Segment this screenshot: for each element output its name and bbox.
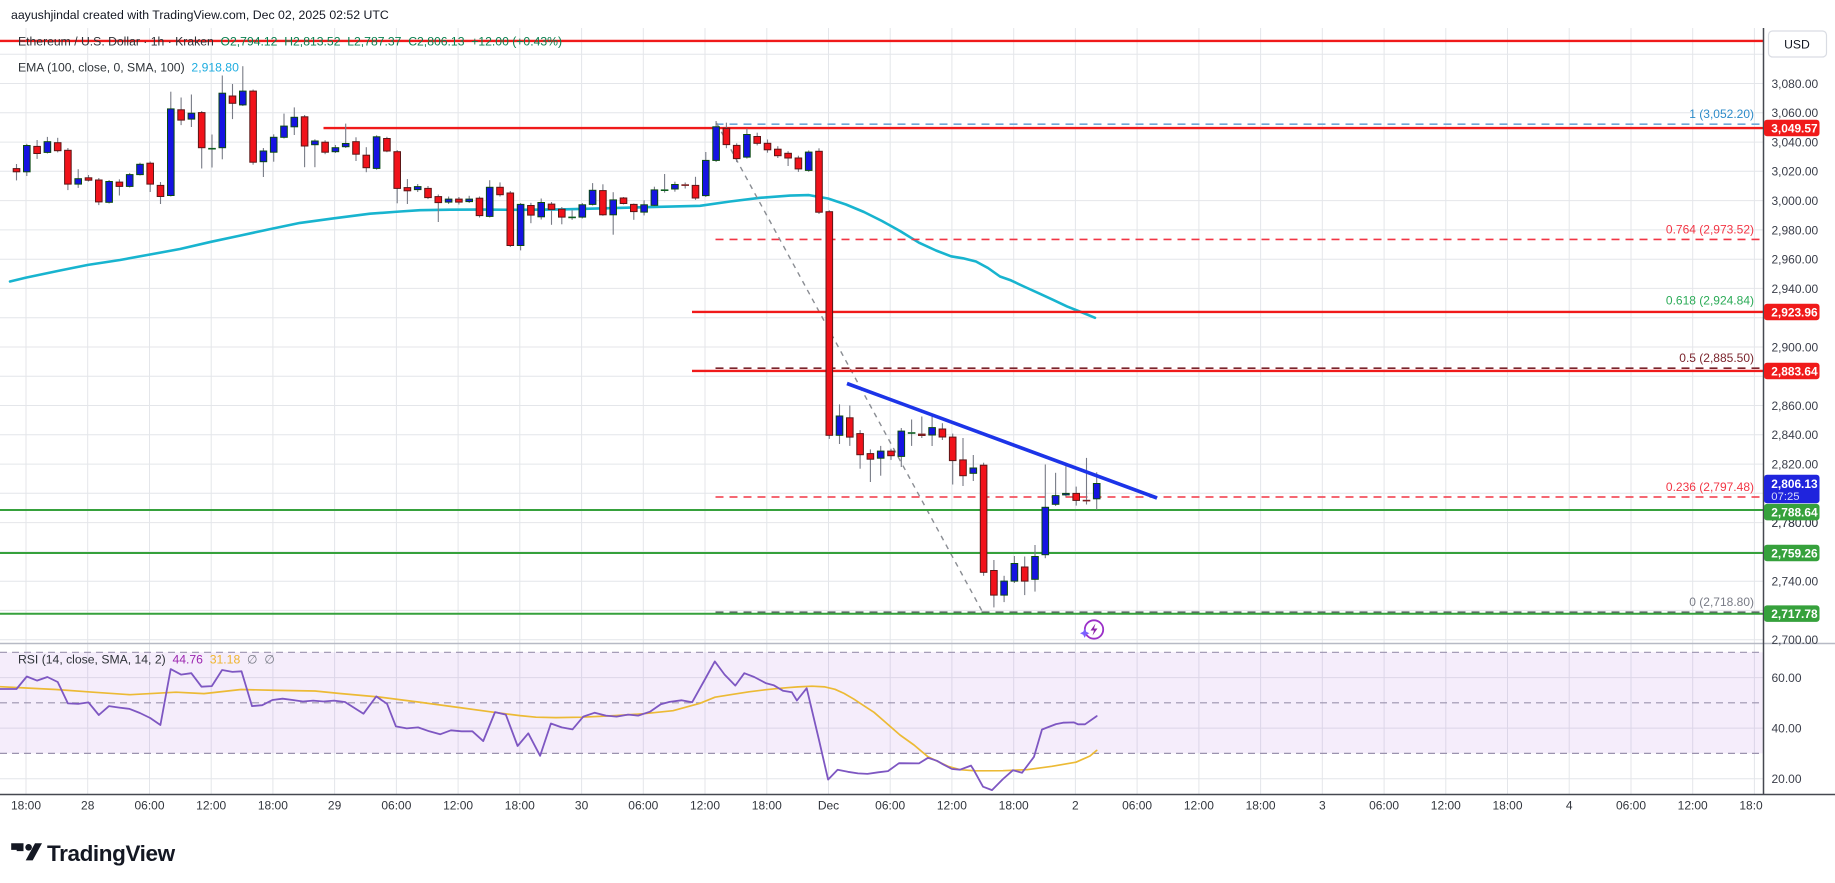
- svg-text:2,740.00: 2,740.00: [1772, 575, 1819, 589]
- svg-text:0.236 (2,797.48): 0.236 (2,797.48): [1666, 480, 1754, 494]
- svg-text:2,980.00: 2,980.00: [1772, 223, 1819, 237]
- svg-text:TradingView: TradingView: [47, 841, 176, 866]
- svg-text:2,717.78: 2,717.78: [1771, 607, 1818, 621]
- svg-text:0.5 (2,885.50): 0.5 (2,885.50): [1679, 351, 1754, 365]
- svg-text:12:00: 12:00: [690, 799, 720, 813]
- svg-text:18:00: 18:00: [1739, 799, 1769, 813]
- svg-text:2,806.13: 2,806.13: [1771, 477, 1818, 491]
- svg-text:06:00: 06:00: [1369, 799, 1399, 813]
- svg-text:3: 3: [1319, 799, 1326, 813]
- svg-text:29: 29: [328, 799, 342, 813]
- svg-text:30: 30: [575, 799, 589, 813]
- svg-text:18:00: 18:00: [1492, 799, 1522, 813]
- svg-text:2,940.00: 2,940.00: [1772, 282, 1819, 296]
- svg-text:18:00: 18:00: [258, 799, 288, 813]
- svg-text:0.618 (2,924.84): 0.618 (2,924.84): [1666, 294, 1754, 308]
- svg-text:1 (3,052.20): 1 (3,052.20): [1689, 107, 1754, 121]
- svg-text:2,788.64: 2,788.64: [1771, 506, 1818, 520]
- svg-text:20.00: 20.00: [1772, 772, 1802, 786]
- svg-text:18:00: 18:00: [11, 799, 41, 813]
- svg-text:3,060.00: 3,060.00: [1772, 106, 1819, 120]
- svg-text:3,080.00: 3,080.00: [1772, 77, 1819, 91]
- svg-text:06:00: 06:00: [1616, 799, 1646, 813]
- svg-text:18:00: 18:00: [999, 799, 1029, 813]
- svg-text:2,820.00: 2,820.00: [1772, 458, 1819, 472]
- svg-text:12:00: 12:00: [1184, 799, 1214, 813]
- svg-text:2,923.96: 2,923.96: [1771, 305, 1818, 319]
- svg-text:12:00: 12:00: [1431, 799, 1461, 813]
- svg-text:18:00: 18:00: [1246, 799, 1276, 813]
- svg-text:06:00: 06:00: [381, 799, 411, 813]
- svg-text:07:25: 07:25: [1771, 491, 1799, 503]
- svg-text:3,020.00: 3,020.00: [1772, 165, 1819, 179]
- svg-text:0 (2,718.80): 0 (2,718.80): [1689, 595, 1754, 609]
- svg-text:Dec: Dec: [818, 799, 839, 813]
- svg-text:60.00: 60.00: [1772, 671, 1802, 685]
- svg-text:12:00: 12:00: [196, 799, 226, 813]
- svg-text:2,883.64: 2,883.64: [1771, 364, 1818, 378]
- svg-text:3,040.00: 3,040.00: [1772, 136, 1819, 150]
- svg-text:06:00: 06:00: [875, 799, 905, 813]
- svg-text:0.764 (2,973.52): 0.764 (2,973.52): [1666, 222, 1754, 236]
- svg-text:Ethereum / U.S. Dollar · 1h ·: Ethereum / U.S. Dollar · 1h · Kraken O2,…: [18, 35, 562, 49]
- svg-text:06:00: 06:00: [628, 799, 658, 813]
- svg-text:2,860.00: 2,860.00: [1772, 399, 1819, 413]
- svg-text:12:00: 12:00: [443, 799, 473, 813]
- svg-text:2,900.00: 2,900.00: [1772, 340, 1819, 354]
- svg-text:2,700.00: 2,700.00: [1772, 633, 1819, 647]
- svg-text:18:00: 18:00: [505, 799, 535, 813]
- svg-text:3,000.00: 3,000.00: [1772, 194, 1819, 208]
- svg-text:3,049.57: 3,049.57: [1771, 122, 1818, 136]
- svg-text:18:00: 18:00: [752, 799, 782, 813]
- svg-text:RSI (14, close, SMA, 14, 2) 4: RSI (14, close, SMA, 14, 2) 44.76 31.18 …: [18, 653, 275, 667]
- svg-text:06:00: 06:00: [1122, 799, 1152, 813]
- svg-text:EMA (100, close, 0, SMA, 100): EMA (100, close, 0, SMA, 100) 2,918.80: [18, 61, 239, 75]
- svg-text:aayushjindal created with Trad: aayushjindal created with TradingView.co…: [11, 8, 389, 22]
- svg-text:2,840.00: 2,840.00: [1772, 428, 1819, 442]
- svg-text:40.00: 40.00: [1772, 722, 1802, 736]
- svg-text:12:00: 12:00: [1678, 799, 1708, 813]
- svg-text:2: 2: [1072, 799, 1079, 813]
- svg-text:06:00: 06:00: [134, 799, 164, 813]
- svg-text:2,759.26: 2,759.26: [1771, 547, 1818, 561]
- svg-text:USD: USD: [1784, 38, 1810, 52]
- svg-text:4: 4: [1566, 799, 1573, 813]
- svg-text:12:00: 12:00: [937, 799, 967, 813]
- svg-text:28: 28: [81, 799, 95, 813]
- svg-text:2,960.00: 2,960.00: [1772, 253, 1819, 267]
